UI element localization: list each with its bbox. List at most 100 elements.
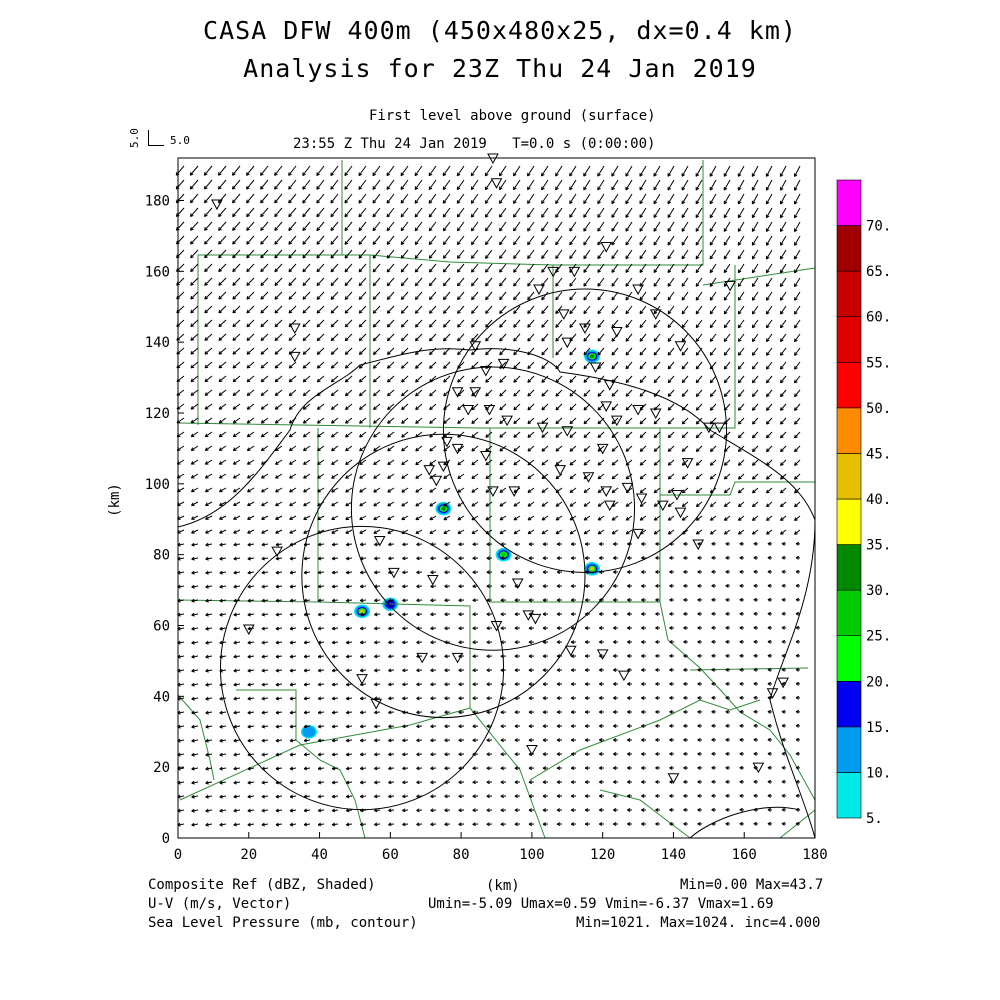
wind-vector-head xyxy=(570,557,575,561)
wind-vector xyxy=(471,417,479,424)
wind-vector xyxy=(401,333,409,342)
wind-vector-head xyxy=(190,297,194,300)
wind-vector-head xyxy=(190,187,194,190)
wind-vector-head xyxy=(359,436,363,438)
wind-vector xyxy=(569,291,577,301)
wind-vector-head xyxy=(655,557,659,560)
wind-vector xyxy=(724,459,731,466)
wind-vector-head xyxy=(752,381,756,384)
wind-vector xyxy=(401,445,409,452)
wind-vector xyxy=(386,263,395,273)
wind-vector-head xyxy=(402,628,406,631)
wind-vector-head xyxy=(654,422,658,425)
wind-vector xyxy=(780,207,787,219)
wind-vector-head xyxy=(655,613,659,616)
wind-vector xyxy=(233,529,241,534)
wind-vector-head xyxy=(513,422,518,425)
wind-vector-head xyxy=(738,422,742,425)
wind-vector xyxy=(386,277,395,287)
wind-vector xyxy=(583,459,591,466)
wind-vector xyxy=(373,501,381,507)
reflectivity-echo xyxy=(501,552,506,557)
wind-vector xyxy=(555,417,563,425)
wind-vector-head xyxy=(232,352,237,355)
wind-vector xyxy=(429,389,437,397)
wind-vector-head xyxy=(204,201,208,204)
wind-vector-head xyxy=(794,339,798,343)
wind-vector-head xyxy=(232,173,236,176)
wind-vector-head xyxy=(655,655,659,658)
wind-vector-head xyxy=(569,367,574,370)
wind-vector-head xyxy=(274,242,278,245)
wind-vector xyxy=(484,165,493,177)
wind-vector-head xyxy=(261,670,266,673)
wind-vector-head xyxy=(542,585,547,589)
wind-vector-head xyxy=(274,339,279,342)
wind-vector xyxy=(597,277,605,287)
wind-vector xyxy=(317,501,325,507)
wind-vector-head xyxy=(794,243,798,246)
wind-vector-head xyxy=(683,557,687,560)
wind-vector xyxy=(190,347,199,355)
wind-vector xyxy=(527,515,535,521)
wind-vector-head xyxy=(697,599,701,602)
wind-vector-head xyxy=(780,312,784,315)
wind-vector xyxy=(233,459,241,465)
wind-vector xyxy=(190,445,199,451)
wind-vector-head xyxy=(667,353,672,356)
wind-vector-head xyxy=(613,557,617,560)
wind-vector-head xyxy=(597,174,601,177)
wind-vector-head xyxy=(402,642,406,645)
wind-vector xyxy=(766,487,773,494)
wind-vector xyxy=(443,277,451,287)
wind-vector-head xyxy=(556,557,561,561)
radar-ring xyxy=(442,288,728,573)
wind-vector-head xyxy=(429,297,433,301)
wind-vector-head xyxy=(190,256,194,259)
wind-vector-head xyxy=(485,311,489,314)
wind-vector-head xyxy=(584,627,589,631)
wind-vector xyxy=(766,389,773,397)
wind-vector xyxy=(639,333,647,342)
wind-vector xyxy=(205,501,213,506)
wind-vector-head xyxy=(303,600,308,603)
wind-vector-head xyxy=(374,628,378,631)
wind-vector xyxy=(359,361,367,369)
wind-vector xyxy=(794,459,801,466)
wind-vector xyxy=(639,221,647,232)
wind-vector-head xyxy=(260,242,264,245)
wind-vector-head xyxy=(359,339,363,342)
wind-vector-head xyxy=(499,436,504,438)
wind-vector-head xyxy=(302,297,307,300)
wind-vector-head xyxy=(767,599,771,602)
wind-vector xyxy=(372,277,381,287)
wind-vector xyxy=(681,221,689,232)
wind-vector-head xyxy=(316,270,321,273)
wind-vector xyxy=(191,655,199,658)
wind-vector-head xyxy=(443,201,447,204)
wind-vector-head xyxy=(232,366,237,369)
wind-vector-head xyxy=(232,339,237,341)
wind-vector-head xyxy=(780,174,784,177)
wind-vector xyxy=(471,459,479,466)
wind-vector-head xyxy=(457,408,461,411)
wind-vector xyxy=(288,179,297,190)
wind-vector xyxy=(330,347,339,355)
wind-vector-head xyxy=(359,366,363,369)
wind-vector-head xyxy=(711,585,715,588)
wind-vector xyxy=(527,473,535,480)
wind-vector-head xyxy=(669,557,673,560)
wind-vector xyxy=(191,487,199,493)
wind-vector xyxy=(205,599,213,602)
wind-vector-head xyxy=(753,557,757,560)
wind-vector-head xyxy=(358,256,363,259)
wind-vector-head xyxy=(653,215,658,218)
wind-vector-head xyxy=(738,270,742,274)
wind-vector xyxy=(527,529,535,535)
wind-vector-head xyxy=(682,381,686,384)
wind-vector xyxy=(794,431,801,439)
wind-vector-head xyxy=(303,339,307,342)
wind-vector-head xyxy=(401,394,405,397)
wind-vector xyxy=(218,221,227,231)
wind-vector xyxy=(331,473,339,479)
